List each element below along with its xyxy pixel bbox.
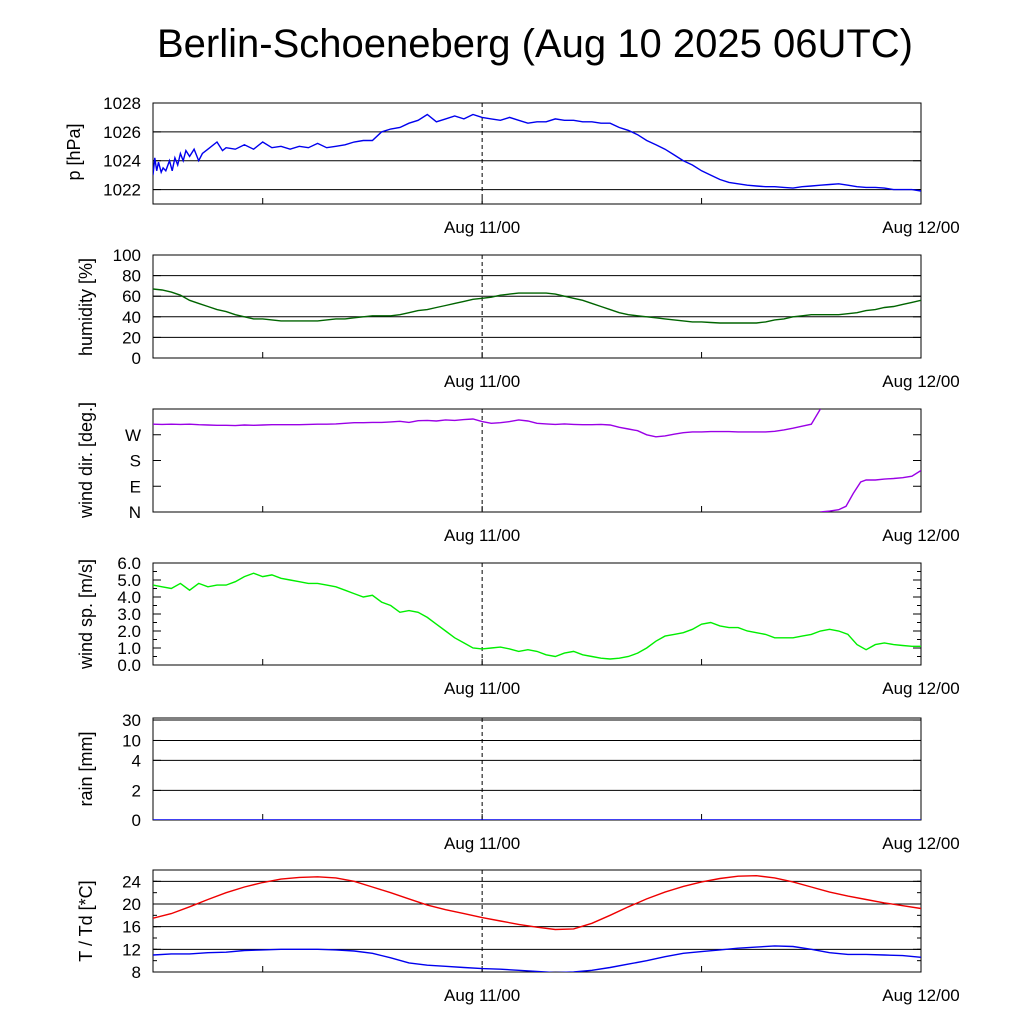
y-tick-label: 0 <box>132 811 141 830</box>
y-tick-label: 0 <box>132 349 141 368</box>
plot-frame <box>152 102 922 205</box>
y-tick-label: 60 <box>122 287 141 306</box>
y-tick-label: W <box>125 426 141 445</box>
plot-frame <box>152 717 922 821</box>
series-line <box>153 945 921 972</box>
y-tick-label: 100 <box>113 246 141 265</box>
series-line <box>153 288 921 324</box>
series-line <box>153 113 921 192</box>
y-tick-label: 10 <box>122 731 141 750</box>
plot-frame <box>152 254 922 359</box>
y-tick-label: N <box>129 503 141 522</box>
y-tick-label: 20 <box>122 895 141 914</box>
y-tick-label: 6.0 <box>117 554 141 573</box>
y-tick-label: 3.0 <box>117 605 141 624</box>
y-tick-label: 1.0 <box>117 639 141 658</box>
x-tick-label: Aug 11/00 <box>444 986 520 1005</box>
y-axis-label: T / Td [*C] <box>76 880 96 961</box>
y-axis-label: p [hPa] <box>64 123 84 180</box>
series-line <box>820 469 921 512</box>
x-tick-label: Aug 11/00 <box>444 834 520 853</box>
y-axis-label: wind sp. [m/s] <box>76 559 96 670</box>
chart-title: Berlin-Schoeneberg (Aug 10 2025 06UTC) <box>157 22 913 66</box>
y-tick-label: 8 <box>132 963 141 982</box>
panel-1: 1022 1024 1026 1028 p [hPa] Aug 11/00 Aug 12/0… <box>64 94 960 237</box>
panel-6: 8 12 16 20 24 T / Td [*C] Aug 11/00 Aug 12/00 <box>76 869 960 1005</box>
y-tick-label: 24 <box>122 872 141 891</box>
x-tick-label: Aug 11/00 <box>444 526 520 545</box>
y-tick-label: 80 <box>122 267 141 286</box>
y-tick-label: 2 <box>132 781 141 800</box>
plot-frame <box>152 562 922 666</box>
y-tick-label: 40 <box>122 308 141 327</box>
x-tick-label: Aug 12/00 <box>882 372 960 391</box>
x-tick-label: Aug 11/00 <box>444 218 520 237</box>
x-tick-label: Aug 12/00 <box>882 679 960 698</box>
y-tick-label: 2.0 <box>117 622 141 641</box>
x-tick-label: Aug 12/00 <box>882 834 960 853</box>
y-axis-label: rain [mm] <box>76 731 96 806</box>
y-tick-label: 0.0 <box>117 656 141 675</box>
y-tick-label: 4 <box>132 751 141 770</box>
y-tick-label: 4.0 <box>117 588 141 607</box>
series-line <box>153 409 822 438</box>
series-line <box>153 572 921 660</box>
y-tick-label: 16 <box>122 918 141 937</box>
x-tick-label: Aug 11/00 <box>444 372 520 391</box>
y-tick-label: 1022 <box>103 181 141 200</box>
y-tick-label: E <box>130 477 141 496</box>
y-tick-label: S <box>130 452 141 471</box>
y-tick-label: 30 <box>122 711 141 730</box>
y-tick-label: 1028 <box>103 94 141 113</box>
y-axis-label: wind dir. [deg.] <box>76 402 96 519</box>
series-line <box>153 874 921 931</box>
x-tick-label: Aug 12/00 <box>882 218 960 237</box>
y-tick-label: 1026 <box>103 123 141 142</box>
panel-4: 0.01.02.03.04.05.06.0 wind sp. [m/s] Aug 1… <box>76 554 960 698</box>
y-axis-label: humidity [%] <box>76 258 96 356</box>
x-tick-label: Aug 11/00 <box>444 679 520 698</box>
y-tick-label: 12 <box>122 940 141 959</box>
x-tick-label: Aug 12/00 <box>882 986 960 1005</box>
y-tick-label: 5.0 <box>117 571 141 590</box>
y-tick-label: 1024 <box>103 152 141 171</box>
x-tick-label: Aug 12/00 <box>882 526 960 545</box>
y-tick-label: 20 <box>122 328 141 347</box>
